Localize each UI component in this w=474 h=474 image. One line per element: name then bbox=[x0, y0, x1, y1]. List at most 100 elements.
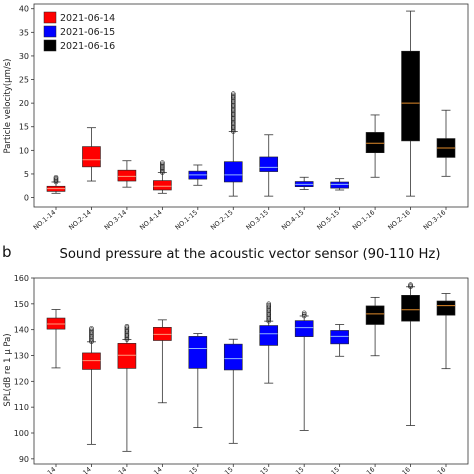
outlier-point bbox=[301, 312, 307, 317]
panel-b-y-ticks: 90 100 110 120 130 140 150 160 bbox=[14, 274, 34, 464]
legend-item-2021-06-14: 2021-06-14 bbox=[43, 11, 115, 24]
x-tick-label: NO.4-15 bbox=[280, 208, 305, 231]
box--14 bbox=[153, 319, 172, 404]
y-tick-label: 130 bbox=[14, 352, 29, 361]
box-body bbox=[365, 132, 385, 154]
panel-a-particle-velocity: Particle velocity(μm/s) 2021-06-142021-0… bbox=[3, 3, 469, 232]
panel-b-sound-pressure: b Sound pressure at the acoustic vector … bbox=[2, 243, 469, 474]
legend-swatch bbox=[43, 11, 57, 24]
box--15 bbox=[188, 333, 208, 428]
box-body bbox=[330, 181, 349, 189]
x-tick-label: -14 bbox=[44, 465, 57, 474]
outlier-point bbox=[160, 160, 165, 165]
y-tick-label: 90 bbox=[19, 455, 29, 464]
box-no-3-16 bbox=[436, 109, 456, 177]
x-tick-label: -15 bbox=[257, 465, 270, 474]
outlier-point bbox=[53, 177, 59, 182]
box-no-4-15 bbox=[294, 176, 314, 190]
box-no-2-16 bbox=[401, 10, 420, 197]
box--14 bbox=[117, 324, 137, 452]
box-body bbox=[223, 161, 243, 183]
panel-b-title: Sound pressure at the acoustic vector se… bbox=[59, 247, 440, 262]
panel-a-y-ticks: 0 5 10 15 20 25 30 35 40 bbox=[19, 5, 34, 203]
y-tick-label: 25 bbox=[19, 76, 29, 85]
box-no-5-15 bbox=[330, 178, 349, 191]
legend-item-2021-06-15: 2021-06-15 bbox=[43, 25, 115, 38]
x-tick-label: NO.1-14 bbox=[32, 208, 57, 231]
outlier-point bbox=[124, 325, 130, 330]
box-body bbox=[401, 295, 420, 322]
box-body bbox=[188, 336, 208, 369]
x-tick-label: NO.3-15 bbox=[245, 208, 270, 231]
box--15 bbox=[259, 301, 279, 384]
box-body bbox=[294, 320, 314, 337]
y-tick-label: 10 bbox=[19, 146, 29, 155]
y-tick-label: 40 bbox=[19, 5, 29, 14]
x-tick-label: -14 bbox=[79, 465, 92, 474]
panel-b-label: b bbox=[2, 243, 12, 261]
box--15 bbox=[330, 324, 349, 357]
legend-label: 2021-06-15 bbox=[60, 27, 115, 38]
panel-b-boxes bbox=[46, 282, 456, 452]
box-body bbox=[365, 305, 385, 325]
box-body bbox=[401, 50, 420, 142]
box--16 bbox=[401, 282, 420, 426]
panel-a-x-ticks: NO.1-14 NO.2-14 NO.3-14 NO.4-14 NO.1-15 NO.2-… bbox=[32, 207, 447, 232]
outlier-point bbox=[53, 178, 59, 184]
outlier-point bbox=[266, 302, 272, 308]
outlier-point bbox=[89, 326, 94, 331]
legend-swatch bbox=[43, 39, 57, 52]
box-body bbox=[330, 330, 349, 345]
outlier-point bbox=[160, 161, 165, 167]
x-tick-label: -14 bbox=[115, 465, 128, 474]
box-no-2-14 bbox=[82, 127, 101, 182]
legend-swatch bbox=[43, 25, 57, 38]
outlier-point bbox=[124, 324, 130, 329]
legend-label: 2021-06-16 bbox=[60, 41, 115, 52]
panel-a-legend: 2021-06-14 2021-06-15 2021-06-16 bbox=[43, 11, 115, 52]
x-tick-label: NO.3-14 bbox=[103, 208, 128, 231]
panel-b-y-axis-label: SPL(dB re 1 μ Pa) bbox=[3, 333, 13, 406]
outlier-point bbox=[408, 282, 413, 288]
panel-a-plot-frame bbox=[33, 3, 469, 208]
panel-b-plot-frame bbox=[33, 277, 469, 465]
outlier-point bbox=[53, 179, 59, 185]
y-tick-label: 120 bbox=[14, 377, 29, 386]
y-tick-label: 20 bbox=[19, 99, 29, 108]
box--15 bbox=[294, 310, 314, 431]
outlier-point bbox=[124, 326, 130, 332]
x-tick-label: -14 bbox=[150, 465, 163, 474]
box--15 bbox=[223, 338, 243, 444]
outlier-point bbox=[230, 92, 236, 98]
y-tick-label: 5 bbox=[24, 170, 29, 179]
outlier-point bbox=[160, 162, 165, 168]
box-no-1-16 bbox=[365, 114, 385, 178]
box--14 bbox=[82, 326, 101, 445]
outlier-point bbox=[89, 328, 94, 334]
x-tick-label: NO.3-16 bbox=[422, 208, 447, 231]
legend-item-2021-06-16: 2021-06-16 bbox=[43, 39, 115, 52]
box-body bbox=[259, 325, 279, 346]
y-tick-label: 110 bbox=[14, 403, 29, 412]
x-tick-label: -16 bbox=[363, 465, 376, 474]
x-tick-label: -15 bbox=[292, 465, 305, 474]
outlier-point bbox=[230, 91, 236, 96]
box-body bbox=[82, 352, 101, 370]
y-tick-label: 35 bbox=[19, 28, 29, 37]
box--16 bbox=[436, 293, 456, 370]
x-tick-label: NO.2-15 bbox=[209, 208, 234, 231]
x-tick-label: -15 bbox=[221, 465, 234, 474]
box-no-3-15 bbox=[259, 134, 279, 197]
panel-b-x-ticks: -14 -14 -14 -14 -15 -15 -15 -15 -15 -16 -16 -16 bbox=[44, 464, 447, 474]
outlier-point bbox=[266, 301, 272, 307]
x-tick-label: NO.5-15 bbox=[315, 208, 340, 231]
y-tick-label: 30 bbox=[19, 52, 29, 61]
y-tick-label: 140 bbox=[14, 326, 29, 335]
box-body bbox=[259, 156, 279, 172]
y-tick-label: 0 bbox=[24, 194, 29, 203]
outlier-point bbox=[230, 94, 236, 99]
box-no-1-14 bbox=[46, 174, 66, 194]
box-no-3-14 bbox=[117, 160, 137, 188]
x-tick-label: NO.4-14 bbox=[138, 208, 163, 231]
